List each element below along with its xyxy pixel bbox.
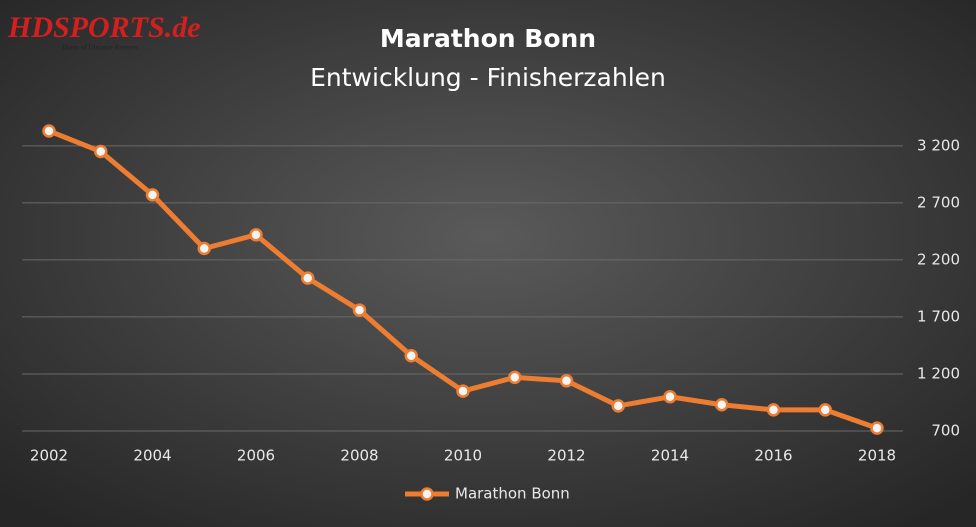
x-tick-label: 2014 [651,447,689,465]
x-tick-label: 2010 [444,447,482,465]
data-point [197,241,211,256]
chart-subtitle: Entwicklung - Finisherzahlen [310,63,666,92]
data-point [663,390,677,404]
y-tick-label: 700 [931,422,960,440]
data-point [870,421,884,435]
data-point [766,403,781,417]
legend-label: Marathon Bonn [455,485,570,503]
x-tick-label: 2002 [30,447,68,465]
data-point [94,144,108,159]
data-point [559,374,574,388]
x-tick-label: 2006 [237,447,275,465]
y-tick-label: 1 700 [917,307,960,325]
legend-marker [420,487,434,501]
data-point [352,303,367,317]
data-point [42,124,56,138]
data-point [249,228,263,242]
data-point [818,403,832,417]
data-point [456,384,470,398]
x-tick-label: 2004 [133,447,171,465]
data-point [301,271,315,285]
x-tick-label: 2012 [547,447,585,465]
y-tick-label: 1 200 [917,364,960,382]
data-point [611,399,625,413]
logo: HDSPORTS.de [7,11,201,44]
y-tick-label: 2 700 [917,193,960,211]
data-point [145,188,160,202]
x-tick-label: 2018 [858,447,896,465]
data-point [715,398,729,412]
y-tick-label: 2 200 [917,250,960,268]
x-tick-label: 2016 [754,447,792,465]
x-tick-label: 2008 [340,447,378,465]
logo-tagline: Home of Distance Runners [62,44,138,52]
chart-title: Marathon Bonn [380,24,596,53]
data-point [404,348,418,363]
y-tick-label: 3 200 [917,136,960,154]
data-point [508,370,522,385]
